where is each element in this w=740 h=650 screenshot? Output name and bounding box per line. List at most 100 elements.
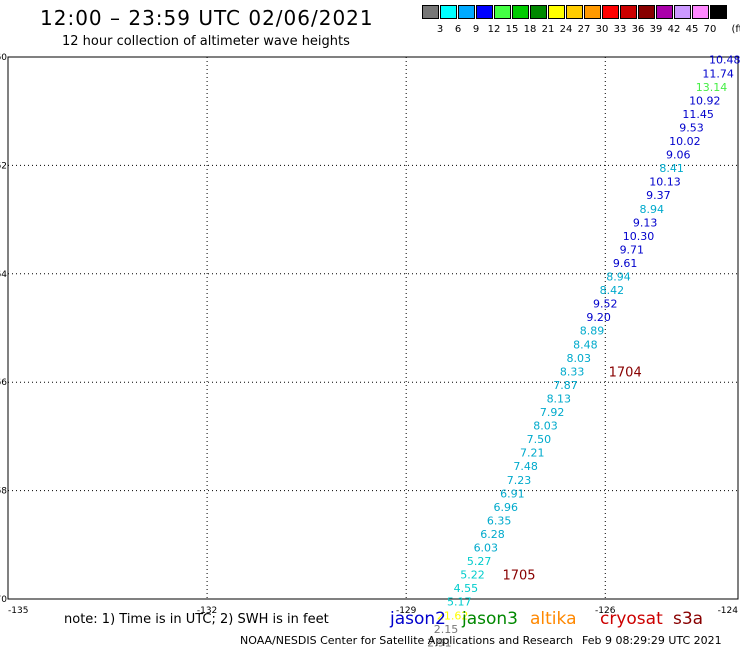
legend-label: 3 bbox=[436, 24, 444, 35]
wave-height-label: 7.48 bbox=[513, 460, 538, 473]
wave-height-label: 6.28 bbox=[480, 528, 505, 541]
credit-line: NOAA/NESDIS Center for Satellite Applica… bbox=[240, 634, 574, 647]
legend-label: 39 bbox=[649, 24, 663, 35]
wave-height-label: 9.52 bbox=[593, 298, 618, 311]
wave-height-label: 7.87 bbox=[553, 379, 578, 392]
wave-height-label: 2.15 bbox=[434, 623, 459, 636]
wave-height-label: 8.03 bbox=[533, 420, 558, 433]
legend-swatch bbox=[620, 5, 637, 19]
wave-height-label: 8.48 bbox=[573, 338, 598, 351]
x-tick-label: -135 bbox=[8, 606, 28, 616]
wave-height-label: 21.62 bbox=[437, 609, 469, 622]
legend-swatch bbox=[638, 5, 655, 19]
generated-timestamp: Feb 9 08:29:29 UTC 2021 bbox=[582, 634, 722, 647]
wave-height-label: 10.02 bbox=[669, 135, 701, 148]
y-tick-label: -62 bbox=[0, 161, 7, 171]
wave-height-label: 9.37 bbox=[646, 189, 671, 202]
y-tick-label: -68 bbox=[0, 487, 7, 497]
legend-swatch bbox=[602, 5, 619, 19]
wave-height-label: 8.41 bbox=[659, 162, 684, 175]
legend-swatch bbox=[656, 5, 673, 19]
wave-height-label: 7.21 bbox=[520, 447, 545, 460]
wave-height-label: 10.30 bbox=[623, 230, 655, 243]
legend-label: 12 bbox=[487, 24, 501, 35]
wave-height-label: 5.22 bbox=[460, 569, 485, 582]
legend-swatch bbox=[566, 5, 583, 19]
legend-swatch bbox=[584, 5, 601, 19]
wave-height-label: 9.06 bbox=[666, 149, 691, 162]
mission-name: jason3 bbox=[462, 609, 518, 629]
x-tick-label: -126 bbox=[595, 606, 616, 616]
legend-swatch bbox=[458, 5, 475, 19]
legend-swatch bbox=[512, 5, 529, 19]
wave-height-label: 11.45 bbox=[682, 108, 714, 121]
wave-height-label: 8.33 bbox=[560, 365, 585, 378]
wave-height-label: 10.48 bbox=[709, 54, 740, 67]
mission-name: s3a bbox=[673, 609, 704, 629]
wave-height-label: 7.50 bbox=[527, 433, 552, 446]
wave-height-label: 9.13 bbox=[633, 216, 658, 229]
wave-height-label: 10.92 bbox=[689, 94, 721, 107]
legend-label: 70 bbox=[703, 24, 717, 35]
x-tick-label: -132 bbox=[197, 606, 217, 616]
plot-frame bbox=[7, 56, 739, 600]
legend-swatch bbox=[440, 5, 457, 19]
wave-height-label: 8.94 bbox=[639, 203, 664, 216]
legend-swatch bbox=[548, 5, 565, 19]
x-tick-label: -129 bbox=[396, 606, 417, 616]
wave-height-label: 5.17 bbox=[447, 596, 472, 609]
y-tick-label: -60 bbox=[0, 53, 7, 63]
wave-height-label: 5.27 bbox=[467, 555, 492, 568]
wave-height-label: 8.89 bbox=[580, 325, 605, 338]
legend-swatch bbox=[422, 5, 439, 19]
legend-unit: (ft) bbox=[731, 24, 740, 35]
wave-height-label: 13.14 bbox=[696, 81, 728, 94]
legend-label: 30 bbox=[595, 24, 609, 35]
mission-name: cryosat bbox=[600, 609, 663, 629]
legend-label: 45 bbox=[685, 24, 699, 35]
mission-name: jason2 bbox=[390, 609, 446, 629]
wave-height-label: 8.94 bbox=[606, 271, 631, 284]
wave-height-label: 6.35 bbox=[487, 514, 512, 527]
legend-label: 9 bbox=[472, 24, 480, 35]
wave-height-label: 6.96 bbox=[493, 501, 518, 514]
legend-label: 42 bbox=[667, 24, 681, 35]
chart-title: 12:00 – 23:59 UTC 02/06/2021 bbox=[40, 6, 374, 30]
wave-height-label: 8.03 bbox=[566, 352, 591, 365]
units-note: note: 1) Time is in UTC; 2) SWH is in fe… bbox=[64, 612, 329, 627]
legend-label: 6 bbox=[454, 24, 462, 35]
y-tick-label: -70 bbox=[0, 595, 7, 605]
wave-height-label: 7.92 bbox=[540, 406, 565, 419]
wave-height-label: 8.42 bbox=[600, 284, 625, 297]
legend-swatch bbox=[710, 5, 727, 19]
legend-label: 24 bbox=[559, 24, 573, 35]
legend-label: 33 bbox=[613, 24, 627, 35]
wave-height-label: 9.20 bbox=[586, 311, 611, 324]
mission-name: altika bbox=[530, 609, 577, 629]
wave-height-label: 6.91 bbox=[500, 487, 525, 500]
wave-height-label: 4.55 bbox=[454, 582, 479, 595]
wave-height-label: 9.53 bbox=[679, 121, 704, 134]
legend-label: 21 bbox=[541, 24, 555, 35]
wave-height-label: 7.23 bbox=[507, 474, 532, 487]
y-tick-label: -66 bbox=[0, 378, 7, 388]
pass-number-label: 1705 bbox=[502, 569, 535, 584]
wave-height-label: 2.91 bbox=[427, 636, 452, 649]
y-tick-label: -64 bbox=[0, 270, 7, 280]
wave-height-label: 9.61 bbox=[613, 257, 638, 270]
wave-height-label: 11.74 bbox=[702, 67, 734, 80]
legend-swatch bbox=[494, 5, 511, 19]
wave-height-label: 8.13 bbox=[547, 392, 572, 405]
legend-swatch bbox=[530, 5, 547, 19]
legend-swatch bbox=[476, 5, 493, 19]
chart-subtitle: 12 hour collection of altimeter wave hei… bbox=[62, 34, 350, 49]
pass-number-label: 1704 bbox=[609, 365, 642, 380]
legend-label: 18 bbox=[523, 24, 537, 35]
wave-height-label: 9.71 bbox=[620, 243, 645, 256]
legend-swatch bbox=[692, 5, 709, 19]
wave-height-label: 6.03 bbox=[474, 542, 499, 555]
legend-swatch bbox=[674, 5, 691, 19]
legend-label: 27 bbox=[577, 24, 591, 35]
legend-label: 36 bbox=[631, 24, 645, 35]
